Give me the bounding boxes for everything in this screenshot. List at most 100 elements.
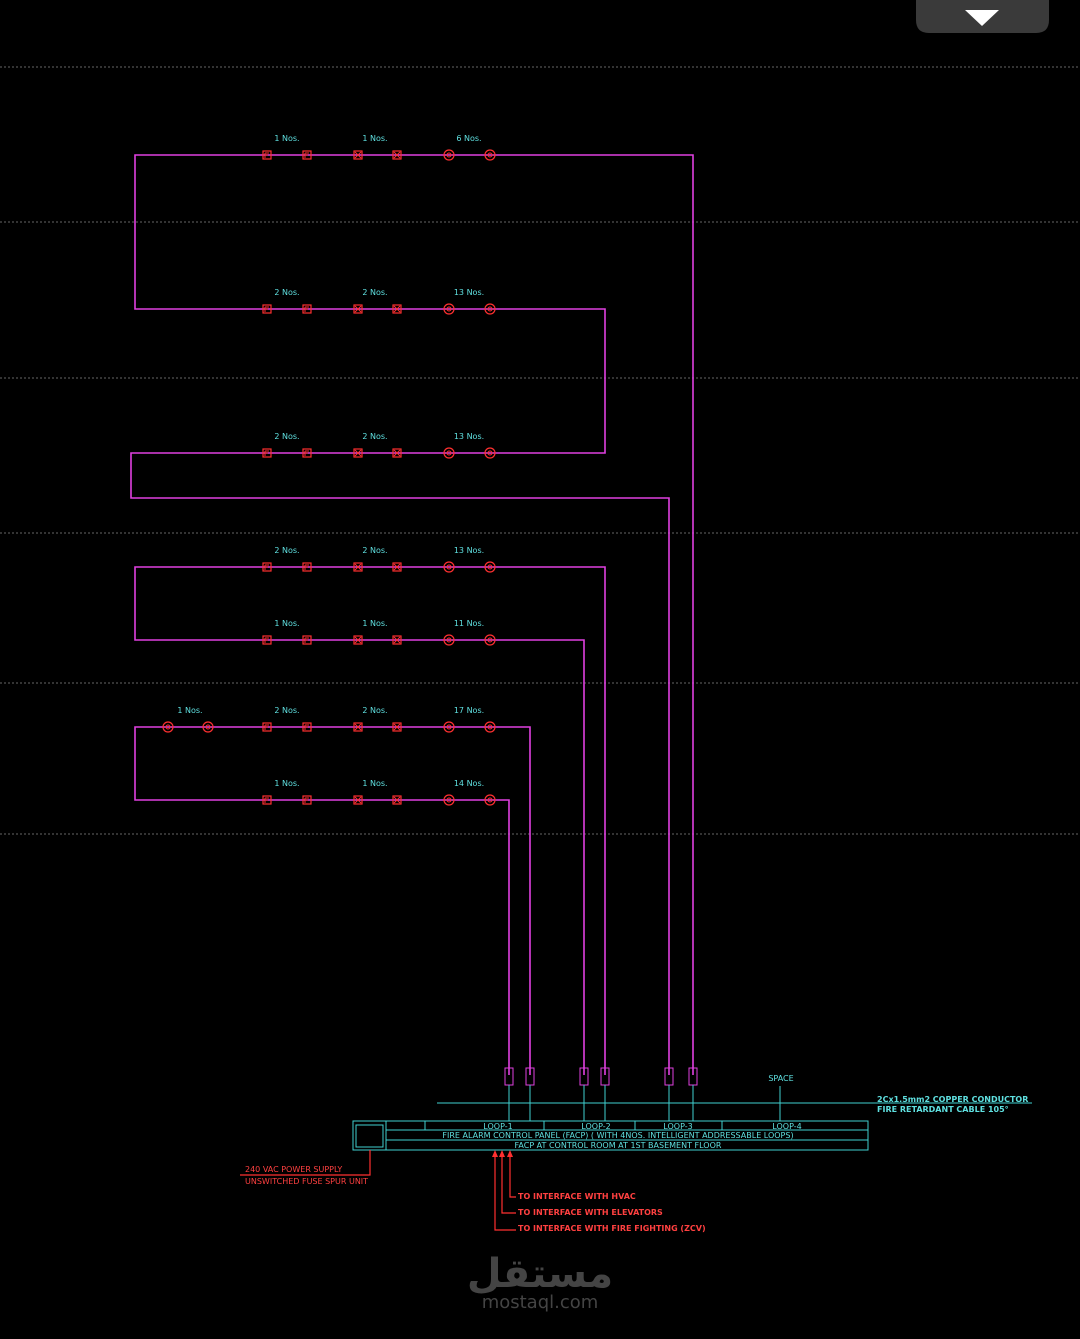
- device-mark: [165, 724, 171, 730]
- quantity-label: 2 Nos.: [362, 706, 387, 715]
- quantity-label: 1 Nos.: [274, 134, 299, 143]
- watermark-arabic: مستقل: [467, 1251, 613, 1297]
- interface-label: TO INTERFACE WITH FIRE FIGHTING (ZCV): [518, 1224, 706, 1233]
- device-mark: [354, 723, 362, 731]
- device: [484, 721, 496, 733]
- device: [302, 722, 312, 732]
- quantity-label: 2 Nos.: [362, 546, 387, 555]
- power-label: 240 VAC POWER SUPPLY: [245, 1165, 342, 1174]
- device-mark: [264, 152, 269, 158]
- isolators: [504, 1067, 781, 1121]
- device-mark: [304, 637, 309, 643]
- device: [353, 635, 363, 645]
- device-mark: [304, 306, 309, 312]
- device: [262, 562, 272, 572]
- device: [392, 448, 402, 458]
- device-mark: [264, 564, 269, 570]
- device-mark: [446, 724, 452, 730]
- device-mark: [487, 450, 493, 456]
- panel: SPACE 2Cx1.5mm2 COPPER CONDUCTOR FIRE RE…: [352, 1074, 1032, 1151]
- quantity-label: 13 Nos.: [454, 546, 484, 555]
- device: [484, 561, 496, 573]
- device-mark: [446, 797, 452, 803]
- device-mark: [264, 724, 269, 730]
- quantity-label: 1 Nos.: [274, 779, 299, 788]
- device: [392, 562, 402, 572]
- quantity-label: 2 Nos.: [362, 432, 387, 441]
- quantity-label: 2 Nos.: [274, 432, 299, 441]
- device: [302, 150, 312, 160]
- power-label: UNSWITCHED FUSE SPUR UNIT: [245, 1177, 368, 1186]
- device-mark: [393, 723, 401, 731]
- device-mark: [487, 564, 493, 570]
- device-mark: [393, 305, 401, 313]
- wiring: [130, 154, 694, 1075]
- device-mark: [354, 151, 362, 159]
- device: [392, 722, 402, 732]
- loop-label: LOOP-2: [581, 1122, 610, 1131]
- device-mark: [446, 637, 452, 643]
- device: [302, 635, 312, 645]
- device: [262, 448, 272, 458]
- device: [262, 795, 272, 805]
- device-mark: [354, 796, 362, 804]
- device-mark: [354, 305, 362, 313]
- device: [162, 721, 174, 733]
- device: [202, 721, 214, 733]
- loop-label: LOOP-4: [772, 1122, 801, 1131]
- device: [262, 722, 272, 732]
- device: [302, 795, 312, 805]
- device: [262, 150, 272, 160]
- pull-tab[interactable]: [916, 0, 1049, 33]
- device: [443, 794, 455, 806]
- cable-note: FIRE RETARDANT CABLE 105°: [877, 1105, 1009, 1114]
- device: [302, 562, 312, 572]
- interface-label: TO INTERFACE WITH HVAC: [518, 1192, 636, 1201]
- quantity-label: 1 Nos.: [362, 619, 387, 628]
- device-mark: [393, 151, 401, 159]
- device: [302, 304, 312, 314]
- device: [392, 304, 402, 314]
- floor-lines: [0, 66, 1080, 835]
- watermark-url: mostaql.com: [482, 1292, 599, 1313]
- quantity-label: 13 Nos.: [454, 288, 484, 297]
- device-mark: [304, 152, 309, 158]
- device-mark: [446, 564, 452, 570]
- device-mark: [487, 152, 493, 158]
- spare-label: SPACE: [768, 1074, 793, 1083]
- device-mark: [304, 797, 309, 803]
- device-mark: [487, 637, 493, 643]
- quantity-label: 1 Nos.: [274, 619, 299, 628]
- device: [353, 722, 363, 732]
- quantity-label: 14 Nos.: [454, 779, 484, 788]
- device: [443, 634, 455, 646]
- device-mark: [487, 724, 493, 730]
- quantity-label: 1 Nos.: [177, 706, 202, 715]
- device-mark: [393, 563, 401, 571]
- loop-label: LOOP-3: [663, 1122, 692, 1131]
- device-mark: [304, 564, 309, 570]
- loop-label: LOOP-1: [483, 1122, 512, 1131]
- quantity-label: 13 Nos.: [454, 432, 484, 441]
- device: [484, 794, 496, 806]
- panel-location: FACP AT CONTROL ROOM AT 1ST BASEMENT FLO…: [515, 1141, 722, 1150]
- device: [484, 303, 496, 315]
- interface-label: TO INTERFACE WITH ELEVATORS: [518, 1208, 663, 1217]
- device: [353, 150, 363, 160]
- device-mark: [264, 637, 269, 643]
- device: [484, 634, 496, 646]
- device: [443, 561, 455, 573]
- quantity-label: 17 Nos.: [454, 706, 484, 715]
- devices: 1 Nos. 1 Nos. 6 Nos. 2 Nos. 2 Nos. 13 Nos. 2 N…: [162, 134, 496, 806]
- device-mark: [446, 450, 452, 456]
- device: [262, 635, 272, 645]
- device: [443, 303, 455, 315]
- quantity-label: 2 Nos.: [362, 288, 387, 297]
- device: [353, 304, 363, 314]
- cable-note: 2Cx1.5mm2 COPPER CONDUCTOR: [877, 1095, 1028, 1104]
- device: [443, 149, 455, 161]
- device-mark: [446, 152, 452, 158]
- device-mark: [264, 450, 269, 456]
- device-mark: [264, 797, 269, 803]
